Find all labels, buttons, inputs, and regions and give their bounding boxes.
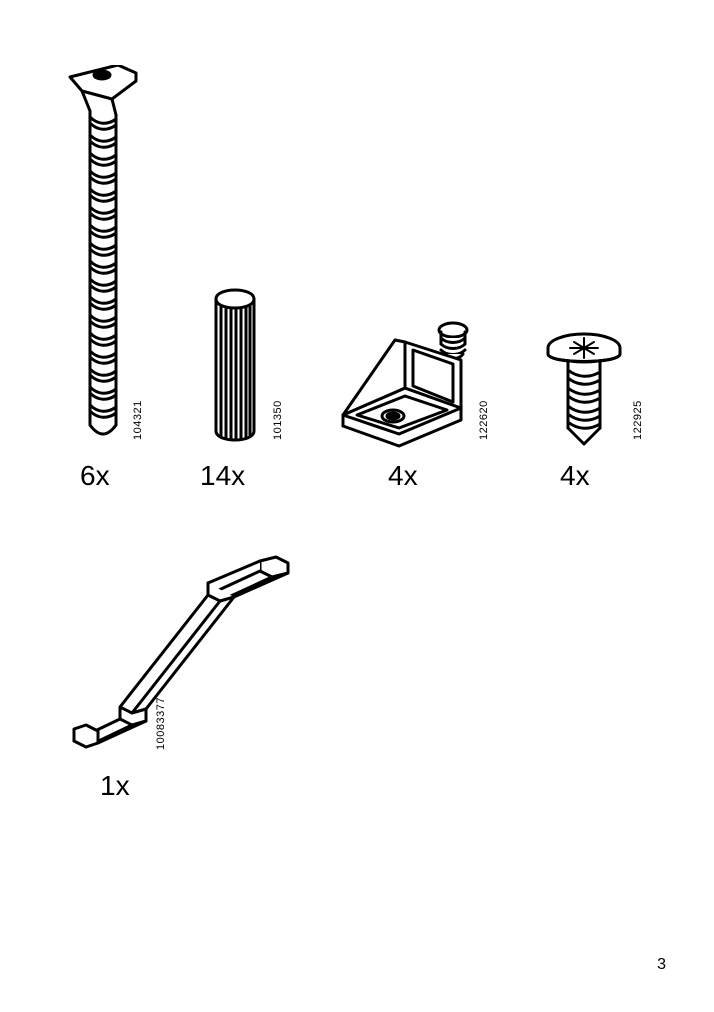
- part-number-label: 104321: [132, 400, 144, 440]
- short-screw-icon: [540, 332, 630, 447]
- quantity-label: 1x: [100, 770, 130, 802]
- part-short-screw: [540, 332, 630, 447]
- quantity-label: 14x: [200, 460, 245, 492]
- part-number-label: 122620: [478, 400, 490, 440]
- part-long-screw: [60, 65, 150, 445]
- quantity-label: 4x: [560, 460, 590, 492]
- quantity-label: 6x: [80, 460, 110, 492]
- assembly-parts-page: 104321 6x 101350 14x: [0, 0, 714, 1012]
- part-number-label: 101350: [272, 400, 284, 440]
- part-bracket: [335, 320, 485, 450]
- dowel-icon: [210, 285, 260, 445]
- part-allen-key: [60, 555, 300, 765]
- part-dowel: [210, 285, 260, 445]
- long-screw-icon: [60, 65, 150, 445]
- part-number-label: 10083377: [155, 697, 167, 750]
- allen-key-icon: [60, 555, 300, 765]
- page-number: 3: [657, 956, 666, 974]
- bracket-icon: [335, 320, 485, 450]
- part-number-label: 122925: [632, 400, 644, 440]
- quantity-label: 4x: [388, 460, 418, 492]
